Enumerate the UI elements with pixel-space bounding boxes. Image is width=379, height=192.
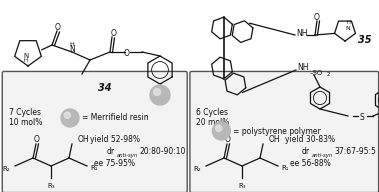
Text: = polystyrene polymer: = polystyrene polymer [233,127,321,136]
Text: N: N [23,53,29,59]
Text: O: O [55,22,61,31]
Circle shape [61,109,79,127]
Text: dr: dr [302,147,310,156]
Text: N: N [346,26,350,31]
FancyBboxPatch shape [2,71,187,192]
Text: dr: dr [107,147,115,156]
Text: R₃: R₃ [47,183,55,189]
Text: 7 Cycles: 7 Cycles [9,108,41,117]
Text: R₂: R₂ [193,166,201,172]
Text: yield 52-98%: yield 52-98% [90,136,140,145]
Text: R₁: R₁ [281,165,288,171]
Text: NH: NH [297,64,309,73]
Text: yield 30-83%: yield 30-83% [285,136,335,145]
Text: O: O [111,28,117,37]
Text: 6 Cycles: 6 Cycles [196,108,229,117]
Circle shape [212,122,230,140]
Text: R₂: R₂ [2,166,10,172]
Text: O: O [34,135,40,143]
Text: 35: 35 [358,35,372,45]
Text: R₁: R₁ [90,165,97,171]
Text: OH: OH [78,136,89,145]
Text: 20 mol%: 20 mol% [196,118,230,127]
Text: 2: 2 [327,73,330,78]
Text: –SO: –SO [310,70,323,76]
Text: R₃: R₃ [238,183,246,189]
Text: H: H [70,42,74,47]
Text: S: S [360,113,364,122]
Text: O: O [314,13,320,22]
Text: ee 56-88%: ee 56-88% [290,160,330,169]
Text: ee 75-95%: ee 75-95% [94,160,136,169]
Text: H: H [346,21,350,26]
Circle shape [153,89,160,95]
Text: 10 mol%: 10 mol% [9,118,42,127]
Text: H: H [24,59,28,64]
Text: = Merrifield resin: = Merrifield resin [82,113,149,122]
Circle shape [64,112,70,118]
Text: anti-syn: anti-syn [312,153,333,159]
Text: 34: 34 [98,83,112,93]
Text: O: O [124,50,130,59]
Text: anti-syn: anti-syn [117,153,138,159]
Circle shape [216,125,222,132]
Text: NH: NH [296,28,307,37]
Circle shape [150,85,170,105]
Text: O: O [225,135,231,143]
Text: 20:80-90:10: 20:80-90:10 [139,147,185,156]
Text: N: N [69,46,75,55]
Text: OH: OH [269,136,280,145]
Text: 37:67-95:5: 37:67-95:5 [334,147,376,156]
FancyBboxPatch shape [190,71,379,192]
